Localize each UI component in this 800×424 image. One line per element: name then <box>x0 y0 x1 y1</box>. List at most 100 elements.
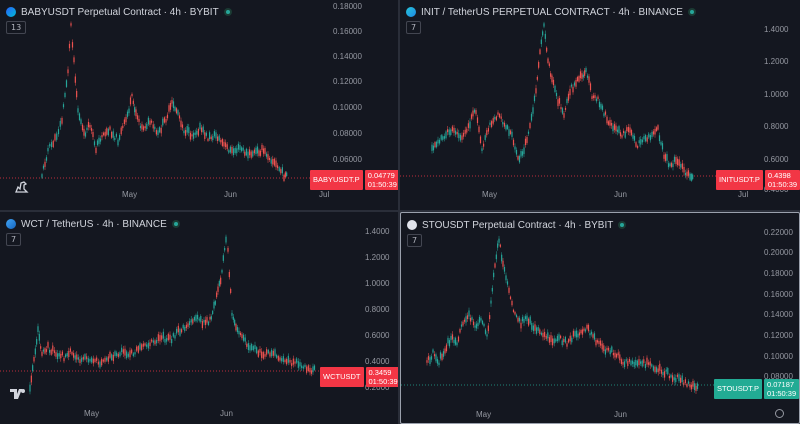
candle-body <box>456 131 458 135</box>
candle-body <box>236 327 239 333</box>
candle-body <box>460 324 463 327</box>
candle-body <box>512 139 515 146</box>
candle-body <box>458 133 460 139</box>
tradingview-logo-icon[interactable] <box>9 387 27 404</box>
candle-body <box>600 340 602 346</box>
candle-body <box>440 135 442 140</box>
candle-body <box>670 374 672 378</box>
price-axis-label: 0.22000 <box>764 228 793 237</box>
candle-body <box>212 311 214 315</box>
price-tag-value: 0.04779 01:50:39 <box>364 170 398 190</box>
candle-body <box>524 316 527 320</box>
chart-panel-wctusdt[interactable]: WCT / TetherUS · 4h · BINANCE 7 1.4000 1.… <box>0 212 398 424</box>
candle-body <box>441 353 443 361</box>
interval-badge[interactable]: 7 <box>407 234 423 247</box>
candle-body <box>269 352 271 357</box>
candle-body <box>74 76 76 83</box>
candle-body <box>630 360 632 366</box>
candle-body <box>296 358 298 363</box>
interval-badge[interactable]: 13 <box>6 21 27 34</box>
candle-body <box>220 139 222 143</box>
candle-body <box>109 351 111 358</box>
interval-badge[interactable]: 7 <box>6 233 22 246</box>
candle-body <box>601 343 603 350</box>
candle-body <box>657 125 659 130</box>
candle-body <box>209 316 211 320</box>
candle-body <box>640 139 642 145</box>
candle-body <box>654 128 656 135</box>
price-axis-label: 0.14000 <box>333 52 362 61</box>
candle-body <box>479 136 482 144</box>
candle-body <box>433 354 436 357</box>
candle-body <box>124 348 126 356</box>
candle-body <box>475 323 478 329</box>
candle-body <box>65 354 67 358</box>
candle-body <box>275 160 277 168</box>
candle-body <box>439 139 441 144</box>
candle-body <box>509 130 512 135</box>
candle-body <box>175 108 178 114</box>
candle-body <box>572 86 574 93</box>
candle-body <box>483 143 485 147</box>
last-price-tag: STOUSDT.P 0.07187 01:50:39 <box>714 379 799 399</box>
candle-body <box>533 95 536 102</box>
candle-body <box>82 356 84 360</box>
candle-body <box>656 367 658 373</box>
candle-body <box>146 123 148 130</box>
candle-body <box>540 332 542 335</box>
candle-body <box>430 356 433 360</box>
candle-body <box>68 350 70 357</box>
interval-badge[interactable]: 7 <box>406 21 422 34</box>
candle-body <box>267 154 269 160</box>
price-tag-value: 0.3459 01:50:39 <box>365 367 398 387</box>
candle-body <box>119 352 121 357</box>
gear-icon[interactable] <box>775 409 784 418</box>
candle-body <box>643 359 645 364</box>
candle-body <box>693 383 696 390</box>
chart-panel-babyusdt[interactable]: BABYUSDT Perpetual Contract · 4h · BYBIT… <box>0 0 398 210</box>
candle-body <box>221 270 223 273</box>
candle-body <box>443 136 445 139</box>
candle-body <box>578 76 580 82</box>
candle-body <box>171 100 173 104</box>
candle-body <box>589 333 591 336</box>
candle-body <box>106 128 108 135</box>
candle-body <box>289 359 291 363</box>
candle-body <box>623 130 625 134</box>
time-axis-label: Jun <box>614 190 627 199</box>
candle-body <box>135 109 137 117</box>
candle-body <box>67 69 69 74</box>
symbol-icon <box>406 7 416 17</box>
candle-body <box>117 139 119 146</box>
symbol-icon <box>6 7 16 17</box>
candle-body <box>194 132 196 135</box>
candle-body <box>70 23 72 26</box>
candle-body <box>199 122 201 130</box>
candle-body <box>561 108 564 114</box>
candle-body <box>142 343 144 347</box>
price-axis-label: 0.12000 <box>764 331 793 340</box>
candle-body <box>514 146 516 150</box>
chart-panel-stousdt[interactable]: STOUSDT Perpetual Contract · 4h · BYBIT … <box>400 212 800 424</box>
candle-body <box>600 103 602 109</box>
candle-body <box>144 126 146 129</box>
candle-body <box>239 332 242 336</box>
candle-body <box>444 348 446 354</box>
candle-body <box>612 352 614 356</box>
candle-body <box>254 345 256 350</box>
candle-body <box>477 322 479 327</box>
candle-body <box>478 316 481 323</box>
candle-body <box>629 127 631 133</box>
candle-body <box>598 101 601 108</box>
price-axis-label: 0.12000 <box>333 77 362 86</box>
candle-body <box>680 163 682 168</box>
candle-body <box>673 377 675 381</box>
chart-panel-initusdt[interactable]: INIT / TetherUS PERPETUAL CONTRACT · 4h … <box>400 0 800 210</box>
candle-body <box>256 347 258 354</box>
candle-body <box>475 110 477 115</box>
candle-body <box>102 359 104 362</box>
candle-body <box>281 167 283 174</box>
price-tag-symbol: INITUSDT.P <box>716 170 763 190</box>
time-axis-label: May <box>476 410 492 419</box>
candle-body <box>252 346 254 351</box>
